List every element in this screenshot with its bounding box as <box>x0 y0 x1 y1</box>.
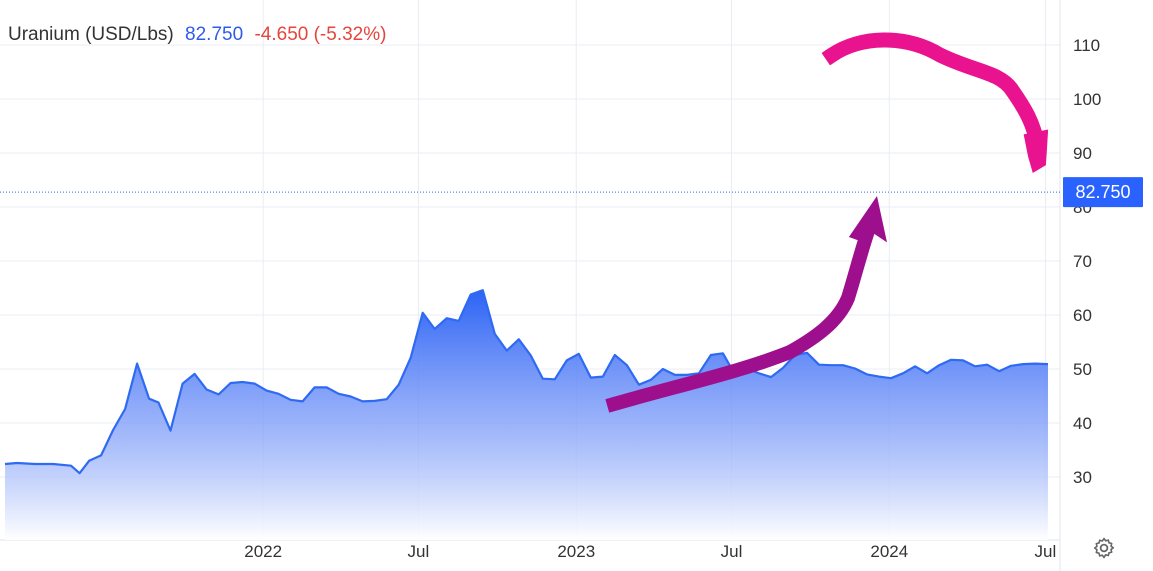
falling-trend-arrowhead <box>1023 129 1049 174</box>
y-tick-label: 110 <box>1073 36 1100 55</box>
price-area <box>5 290 1048 540</box>
legend-price: 82.750 <box>185 24 244 45</box>
last-price-label-bg <box>1063 177 1143 208</box>
x-tick-label: 2024 <box>870 542 908 561</box>
last-price-label: 82.750 <box>1075 182 1130 202</box>
y-tick-label: 60 <box>1073 306 1092 325</box>
x-tick-label: Jul <box>1035 542 1057 561</box>
legend-instrument-name: Uranium (USD/Lbs) <box>8 24 174 45</box>
y-tick-label: 30 <box>1073 468 1092 487</box>
legend-change: -4.650 (-5.32%) <box>254 24 387 45</box>
falling-trend-annotation-arrow <box>821 32 1046 148</box>
y-tick-label: 70 <box>1073 252 1092 271</box>
y-tick-label: 40 <box>1073 414 1092 433</box>
gear-icon[interactable] <box>1092 536 1116 560</box>
chart-legend: Uranium (USD/Lbs) 82.750 -4.650 (-5.32%) <box>8 24 386 46</box>
x-tick-label: 2022 <box>244 542 282 561</box>
x-axis-ticks: 2022 Jul 2023 Jul 2024 Jul <box>244 542 1056 561</box>
y-tick-label: 90 <box>1073 144 1092 163</box>
rising-trend-arrowhead <box>848 196 887 244</box>
y-tick-label: 100 <box>1073 90 1101 109</box>
y-tick-label: 50 <box>1073 360 1092 379</box>
x-tick-label: Jul <box>721 542 743 561</box>
price-line <box>4 289 1049 475</box>
x-tick-label: Jul <box>408 542 430 561</box>
x-tick-label: 2023 <box>557 542 595 561</box>
rising-trend-annotation-arrow <box>605 219 878 413</box>
